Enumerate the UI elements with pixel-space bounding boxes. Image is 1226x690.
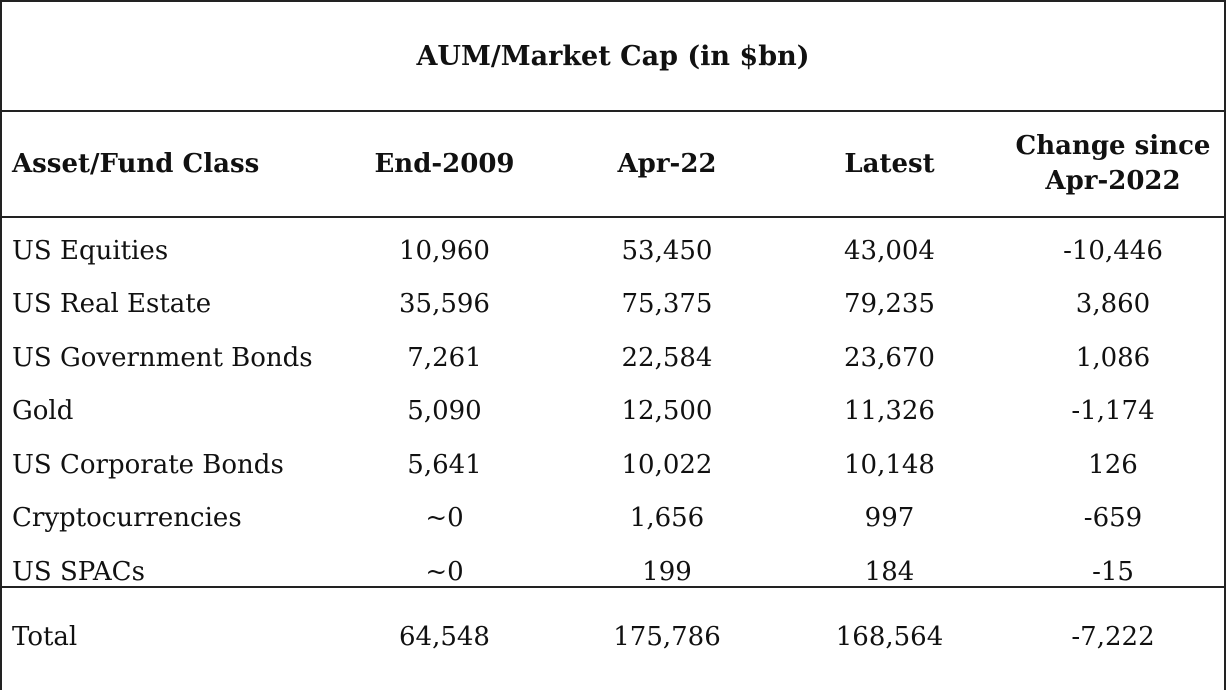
cell-asset: US SPACs — [12, 556, 145, 587]
cell-apr-22: 22,584 — [621, 342, 713, 373]
cell-change: 1,086 — [1075, 342, 1151, 373]
cell-change: -1,174 — [1071, 396, 1155, 427]
header-change-since: Change since Apr-2022 — [1002, 129, 1224, 199]
cell-apr-22: 1,656 — [629, 503, 705, 534]
cell-change: 3,860 — [1075, 289, 1151, 320]
table-row: Gold 5,090 12,500 11,326 -1,174 — [2, 385, 1224, 439]
cell-change: -659 — [1083, 503, 1143, 534]
table-row: US Corporate Bonds 5,641 10,022 10,148 1… — [2, 438, 1224, 492]
header-row: Asset/Fund Class End-2009 Apr-22 Latest … — [2, 112, 1224, 218]
header-apr-22: Apr-22 — [617, 149, 717, 179]
cell-latest: 11,326 — [844, 396, 935, 427]
header-change-line-1: Change since — [1015, 130, 1211, 161]
cell-asset: US Government Bonds — [12, 342, 313, 373]
cell-apr-22: 199 — [642, 556, 692, 587]
cell-change: 126 — [1088, 449, 1138, 480]
cell-latest: 997 — [864, 503, 915, 534]
total-apr-22: 175,786 — [613, 622, 721, 652]
total-row: Total 64,548 175,786 168,564 -7,222 — [2, 588, 1224, 686]
cell-end-2009: ~0 — [425, 556, 464, 587]
cell-asset: US Equities — [12, 235, 169, 266]
cell-change: -15 — [1092, 556, 1134, 587]
cell-end-2009: 5,641 — [407, 449, 482, 480]
table-body: US Equities 10,960 53,450 43,004 -10,446… — [2, 218, 1224, 588]
header-latest: Latest — [844, 149, 935, 179]
cell-end-2009: ~0 — [425, 503, 464, 534]
cell-latest: 23,670 — [844, 342, 935, 373]
cell-latest: 79,235 — [844, 289, 935, 320]
cell-end-2009: 7,261 — [407, 342, 482, 373]
cell-latest: 184 — [864, 556, 915, 587]
cell-latest: 10,148 — [844, 449, 935, 480]
total-change: -7,222 — [1071, 622, 1155, 652]
table-row: Cryptocurrencies ~0 1,656 997 -659 — [2, 492, 1224, 546]
cell-asset: Gold — [12, 396, 74, 427]
cell-apr-22: 75,375 — [621, 289, 713, 320]
table-row: US SPACs ~0 199 184 -15 — [2, 545, 1224, 599]
cell-latest: 43,004 — [844, 235, 935, 266]
cell-end-2009: 10,960 — [399, 235, 490, 266]
header-asset-class: Asset/Fund Class — [12, 149, 260, 179]
cell-apr-22: 10,022 — [621, 449, 713, 480]
cell-end-2009: 35,596 — [399, 289, 490, 320]
header-end-2009: End-2009 — [374, 149, 515, 179]
cell-apr-22: 12,500 — [621, 396, 713, 427]
cell-end-2009: 5,090 — [407, 396, 482, 427]
cell-apr-22: 53,450 — [621, 235, 713, 266]
table-row: US Real Estate 35,596 75,375 79,235 3,86… — [2, 278, 1224, 332]
cell-asset: Cryptocurrencies — [12, 503, 242, 534]
total-latest: 168,564 — [835, 622, 944, 652]
table-row: US Government Bonds 7,261 22,584 23,670 … — [2, 331, 1224, 385]
header-change-line-2: Apr-2022 — [1045, 166, 1181, 196]
table-title: AUM/Market Cap (in $bn) — [2, 2, 1224, 112]
cell-asset: US Corporate Bonds — [12, 449, 284, 480]
table-row: US Equities 10,960 53,450 43,004 -10,446 — [2, 224, 1224, 278]
cell-change: -10,446 — [1063, 235, 1163, 266]
total-label: Total — [12, 622, 78, 652]
cell-asset: US Real Estate — [12, 289, 212, 320]
total-end-2009: 64,548 — [399, 622, 490, 652]
